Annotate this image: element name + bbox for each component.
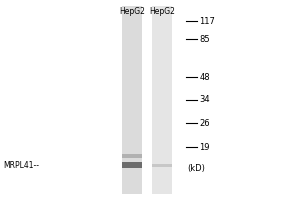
Bar: [122, 154, 142, 158]
Text: 85: 85: [200, 34, 210, 44]
Text: 19: 19: [200, 142, 210, 152]
Bar: [152, 6, 172, 194]
Text: 48: 48: [200, 72, 210, 82]
Text: MRPL41--: MRPL41--: [3, 160, 39, 170]
Text: (kD): (kD): [188, 164, 206, 173]
Text: 117: 117: [200, 17, 215, 25]
Text: HepG2: HepG2: [119, 7, 145, 16]
Bar: [122, 162, 142, 168]
Bar: [122, 6, 142, 194]
Text: HepG2: HepG2: [149, 7, 175, 16]
Bar: [114, 6, 180, 194]
Bar: [152, 164, 172, 166]
Text: 34: 34: [200, 96, 210, 104]
Text: 26: 26: [200, 118, 210, 128]
